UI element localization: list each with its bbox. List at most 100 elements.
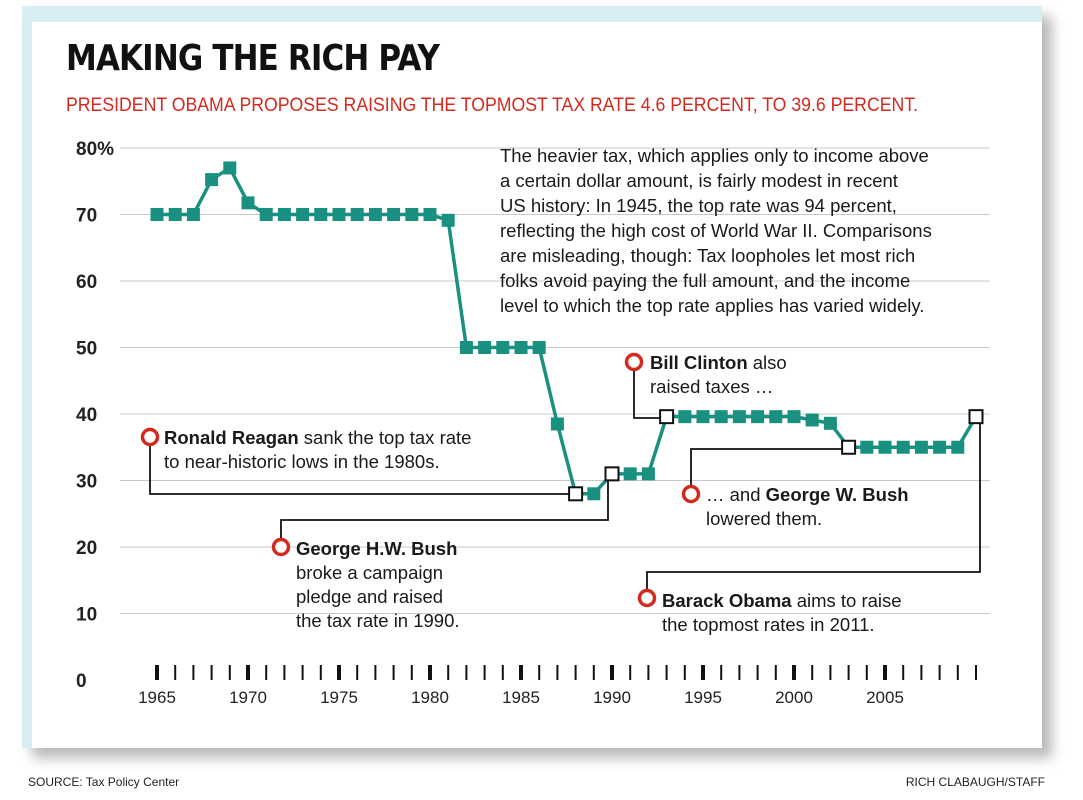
annotation-text: the tax rate in 1990. <box>296 610 460 631</box>
highlight-point <box>841 439 857 455</box>
x-tick-label: 1970 <box>229 688 267 707</box>
data-point <box>696 410 710 424</box>
data-point <box>314 208 328 221</box>
chart-title: MAKING THE RICH PAY <box>66 38 440 79</box>
data-point <box>350 208 364 221</box>
series-line <box>157 165 978 496</box>
annotation-text: broke a campaign <box>296 562 444 583</box>
data-point <box>514 341 528 354</box>
obama-dot <box>637 588 657 608</box>
x-tick-label: 1990 <box>593 688 631 707</box>
data-point <box>532 341 546 354</box>
source-credit: SOURCE: Tax Policy Center <box>28 775 180 789</box>
data-point <box>823 416 837 430</box>
artist-credit: RICH CLABAUGH/STAFF <box>905 775 1045 789</box>
x-tick-label: 2000 <box>775 688 813 707</box>
annotation-bush-w: … and George W. Bush lowered them. <box>706 483 909 531</box>
data-point <box>751 410 765 424</box>
data-point <box>587 487 601 501</box>
annotation-text: also <box>747 352 787 373</box>
highlight-point <box>968 409 984 425</box>
annotation-bush-hw: George H.W. Bush broke a campaign pledge… <box>296 537 460 633</box>
annotation-name: Ronald Reagan <box>164 427 299 448</box>
blurb-line: are misleading, though: Tax loopholes le… <box>500 245 916 266</box>
data-point <box>878 440 892 454</box>
data-point <box>296 208 310 221</box>
x-tick-label: 1995 <box>684 688 722 707</box>
data-point <box>150 208 164 221</box>
annotation-text: … and <box>706 484 766 505</box>
x-tick-label: 1975 <box>320 688 358 707</box>
data-point <box>550 417 564 431</box>
explanatory-blurb: The heavier tax, which applies only to i… <box>500 143 1000 318</box>
annotation-obama: Barack Obama aims to raise the topmost r… <box>662 589 902 637</box>
annotation-text: raised taxes … <box>650 376 774 397</box>
clinton-dot <box>624 352 644 372</box>
data-point <box>496 341 510 354</box>
data-point <box>623 467 637 481</box>
annotation-text: to near-historic lows in the 1980s. <box>164 451 440 472</box>
highlight-point <box>604 466 620 482</box>
chart-card <box>22 6 1042 748</box>
blurb-line: The heavier tax, which applies only to i… <box>500 145 929 166</box>
annotation-text: aims to raise <box>791 590 902 611</box>
data-point <box>933 440 947 454</box>
y-tick-label: 0 <box>76 671 87 692</box>
chart-subtitle: PRESIDENT OBAMA PROPOSES RAISING THE TOP… <box>66 95 919 116</box>
data-point <box>641 467 655 481</box>
blurb-line: US history: In 1945, the top rate was 94… <box>500 195 897 216</box>
y-tick-label: 70 <box>76 206 97 227</box>
data-point <box>714 410 728 424</box>
data-point <box>787 410 801 424</box>
blurb-line: a certain dollar amount, is fairly modes… <box>500 170 898 191</box>
data-point <box>678 410 692 424</box>
data-point <box>805 413 819 427</box>
data-point <box>459 341 473 354</box>
y-tick-label: 10 <box>76 605 97 626</box>
data-point <box>769 410 783 424</box>
data-point <box>423 208 437 221</box>
blurb-line: level to which the top rate applies has … <box>500 295 925 316</box>
data-point <box>732 410 746 424</box>
x-tick-label: 1965 <box>138 688 176 707</box>
bush-hw-dot <box>271 537 291 557</box>
annotation-name: Barack Obama <box>662 590 792 611</box>
data-point <box>387 208 401 221</box>
highlight-point <box>568 486 584 502</box>
data-point <box>241 196 255 210</box>
y-tick-label: 80% <box>76 139 114 160</box>
data-point <box>332 208 346 221</box>
data-point <box>186 208 200 221</box>
bush-w-dot <box>681 484 701 504</box>
data-point <box>405 208 419 221</box>
left-accent-bar <box>22 6 32 748</box>
annotation-name: Bill Clinton <box>650 352 748 373</box>
x-tick-label: 2005 <box>866 688 904 707</box>
leader-line-bush-hw <box>280 473 609 547</box>
data-point <box>860 440 874 454</box>
y-tick-label: 20 <box>76 538 97 559</box>
annotation-clinton: Bill Clinton also raised taxes … <box>650 351 787 399</box>
leader-line-bush-w <box>690 448 849 494</box>
reagan-dot <box>140 427 160 447</box>
leader-line-reagan <box>149 437 576 495</box>
data-point <box>914 440 928 454</box>
data-point <box>478 341 492 354</box>
data-point <box>168 208 182 221</box>
data-point <box>205 173 219 187</box>
data-point <box>223 161 237 175</box>
y-tick-label: 40 <box>76 405 97 426</box>
data-point <box>896 440 910 454</box>
y-tick-label: 60 <box>76 272 97 293</box>
x-tick-label: 1985 <box>502 688 540 707</box>
data-point <box>951 440 965 454</box>
annotation-text: lowered them. <box>706 508 823 529</box>
annotation-reagan: Ronald Reagan sank the top tax rate to n… <box>164 426 471 474</box>
y-tick-label: 50 <box>76 339 97 360</box>
blurb-line: folks avoid paying the full amount, and … <box>500 270 911 291</box>
data-point <box>441 213 455 227</box>
highlight-point <box>659 409 675 425</box>
leader-line-obama <box>646 416 981 597</box>
annotation-text: the topmost rates in 2011. <box>662 614 875 635</box>
